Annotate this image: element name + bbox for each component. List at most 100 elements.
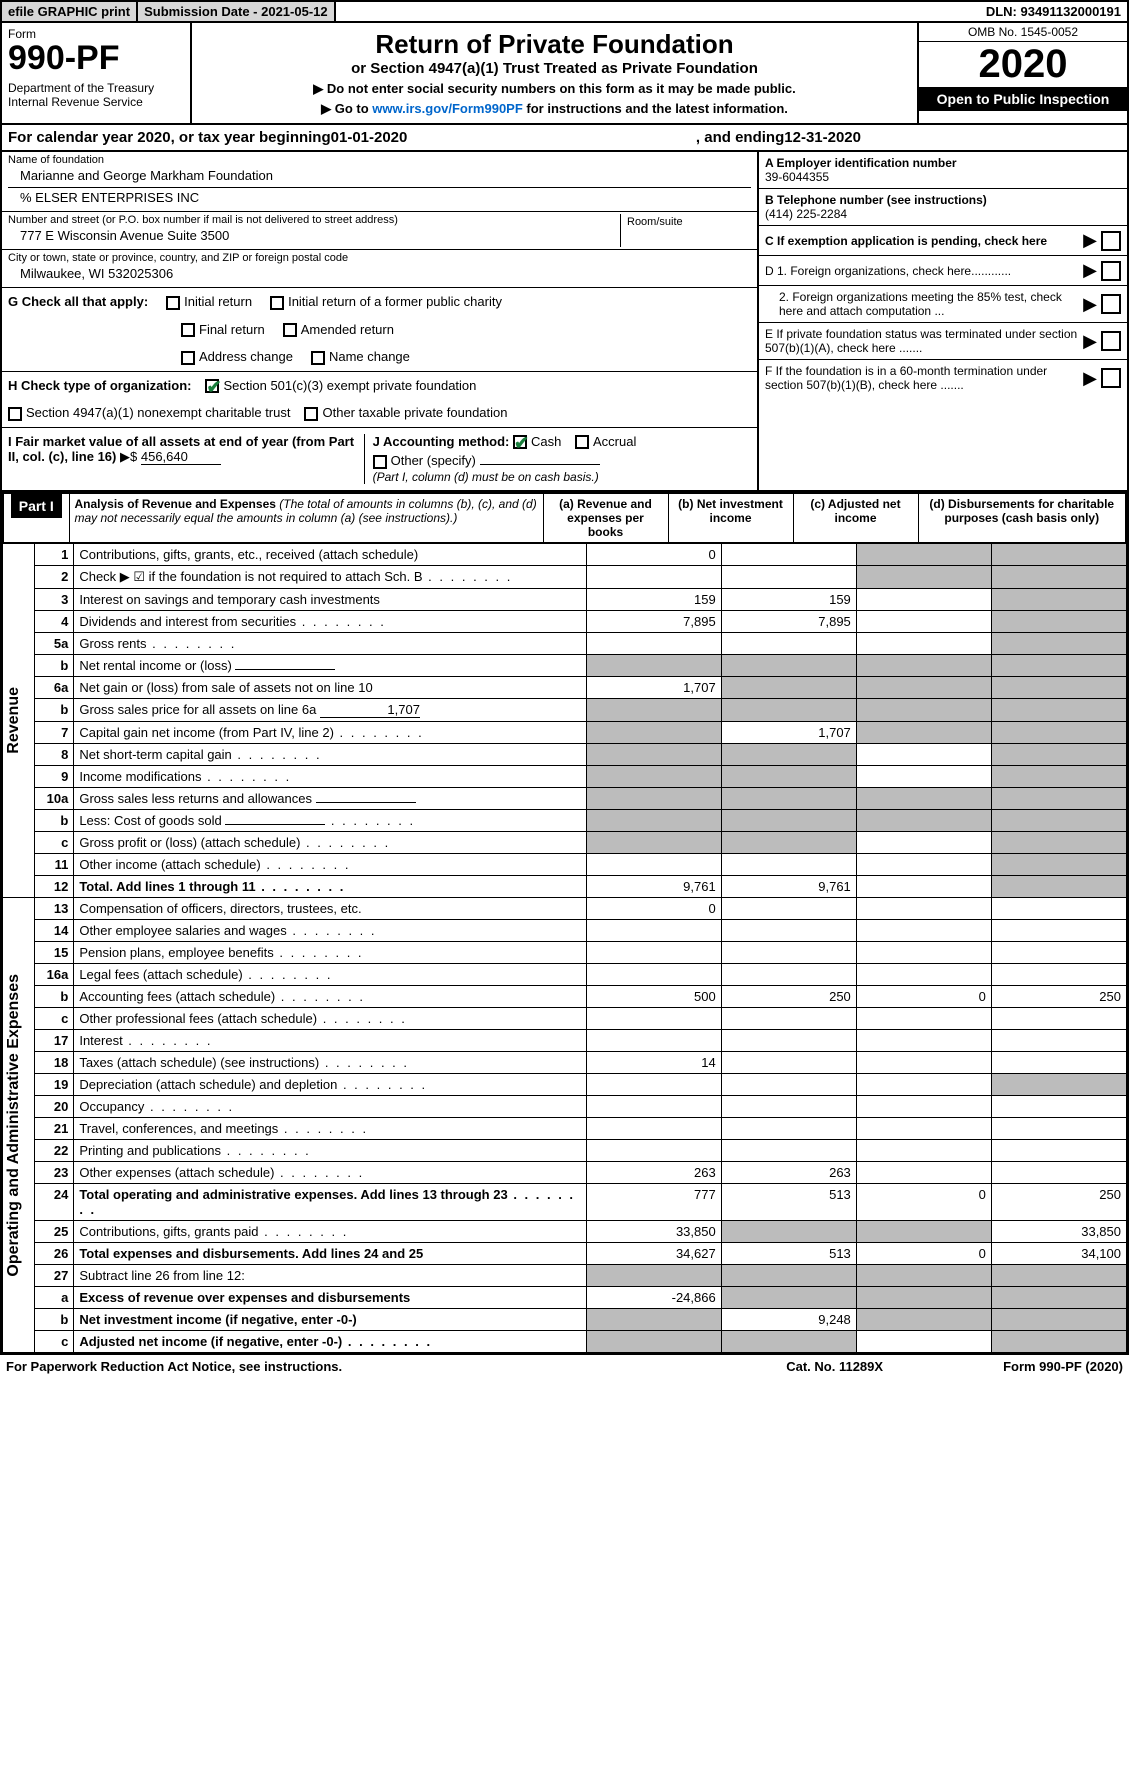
line-number: 15 xyxy=(35,941,74,963)
col-a-header: (a) Revenue and expenses per books xyxy=(543,493,668,543)
line-description: Compensation of officers, directors, tru… xyxy=(74,897,586,919)
line-number: 18 xyxy=(35,1051,74,1073)
table-row: aExcess of revenue over expenses and dis… xyxy=(3,1286,1127,1308)
cb-cash[interactable] xyxy=(513,435,527,449)
efile-label: efile GRAPHIC print xyxy=(2,2,138,21)
part1-header-row: Part I Analysis of Revenue and Expenses … xyxy=(2,492,1127,543)
line-number: 26 xyxy=(35,1242,74,1264)
line-description: Less: Cost of goods sold xyxy=(74,809,586,831)
table-row: 4Dividends and interest from securities7… xyxy=(3,610,1127,632)
calendar-year-row: For calendar year 2020, or tax year begi… xyxy=(2,125,1127,152)
cb-other-method[interactable] xyxy=(373,455,387,469)
section-j: J Accounting method: Cash Accrual Other … xyxy=(365,434,751,484)
line-number: 25 xyxy=(35,1220,74,1242)
period-end: 12-31-2020 xyxy=(784,129,861,146)
header: Form 990-PF Department of the Treasury I… xyxy=(2,23,1127,125)
phone-cell: B Telephone number (see instructions) (4… xyxy=(759,189,1127,226)
table-row: 10aGross sales less returns and allowanc… xyxy=(3,787,1127,809)
form-990pf: efile GRAPHIC print Submission Date - 20… xyxy=(0,0,1129,1355)
line-number: 16a xyxy=(35,963,74,985)
col-b-header: (b) Net investment income xyxy=(668,493,793,543)
table-row: 7Capital gain net income (from Part IV, … xyxy=(3,721,1127,743)
expenses-vlabel: Operating and Administrative Expenses xyxy=(3,970,25,1281)
cb-status-terminated[interactable] xyxy=(1101,331,1121,351)
line-description: Contributions, gifts, grants paid xyxy=(74,1220,586,1242)
irs: Internal Revenue Service xyxy=(8,95,184,109)
cb-other-taxable[interactable] xyxy=(304,407,318,421)
line-description: Dividends and interest from securities xyxy=(74,610,586,632)
table-row: 22Printing and publications xyxy=(3,1139,1127,1161)
line-description: Other income (attach schedule) xyxy=(74,853,586,875)
table-row: 8Net short-term capital gain xyxy=(3,743,1127,765)
cb-501c3[interactable] xyxy=(205,379,219,393)
line-number: a xyxy=(35,1286,74,1308)
info-right: A Employer identification number 39-6044… xyxy=(757,152,1127,490)
line-description: Occupancy xyxy=(74,1095,586,1117)
line-description: Interest on savings and temporary cash i… xyxy=(74,588,586,610)
table-row: 6aNet gain or (loss) from sale of assets… xyxy=(3,676,1127,698)
foundation-name-cell: Name of foundation Marianne and George M… xyxy=(2,152,757,212)
revenue-vlabel: Revenue xyxy=(3,683,25,758)
tax-year: 2020 xyxy=(919,42,1127,87)
line-description: Other professional fees (attach schedule… xyxy=(74,1007,586,1029)
cb-4947a1[interactable] xyxy=(8,407,22,421)
table-row: 9Income modifications xyxy=(3,765,1127,787)
form-ref: Form 990-PF (2020) xyxy=(1003,1359,1123,1374)
cb-exemption-pending[interactable] xyxy=(1101,231,1121,251)
topbar: efile GRAPHIC print Submission Date - 20… xyxy=(2,2,1127,23)
table-row: Revenue1Contributions, gifts, grants, et… xyxy=(3,543,1127,565)
section-d1: D 1. Foreign organizations, check here..… xyxy=(759,256,1127,286)
line-number: b xyxy=(35,1308,74,1330)
line-number: c xyxy=(35,1007,74,1029)
paperwork-notice: For Paperwork Reduction Act Notice, see … xyxy=(6,1359,342,1374)
line-description: Net short-term capital gain xyxy=(74,743,586,765)
city-cell: City or town, state or province, country… xyxy=(2,250,757,288)
line-number: 12 xyxy=(35,875,74,897)
table-row: 25Contributions, gifts, grants paid33,85… xyxy=(3,1220,1127,1242)
table-row: 15Pension plans, employee benefits xyxy=(3,941,1127,963)
header-right: OMB No. 1545-0052 2020 Open to Public In… xyxy=(917,23,1127,123)
line-description: Adjusted net income (if negative, enter … xyxy=(74,1330,586,1352)
line-description: Other employee salaries and wages xyxy=(74,919,586,941)
table-row: 20Occupancy xyxy=(3,1095,1127,1117)
cb-foreign-85pct[interactable] xyxy=(1101,294,1121,314)
header-left: Form 990-PF Department of the Treasury I… xyxy=(2,23,192,123)
cb-initial-former[interactable] xyxy=(270,296,284,310)
line-number: 19 xyxy=(35,1073,74,1095)
line-number: 11 xyxy=(35,853,74,875)
cb-name-change[interactable] xyxy=(311,351,325,365)
cb-accrual[interactable] xyxy=(575,435,589,449)
line-number: c xyxy=(35,1330,74,1352)
cb-initial-return[interactable] xyxy=(166,296,180,310)
line-description: Interest xyxy=(74,1029,586,1051)
table-row: 12Total. Add lines 1 through 119,7619,76… xyxy=(3,875,1127,897)
line-number: 9 xyxy=(35,765,74,787)
irs-link[interactable]: www.irs.gov/Form990PF xyxy=(372,101,523,116)
cb-60month[interactable] xyxy=(1101,368,1121,388)
line-number: 6a xyxy=(35,676,74,698)
form-number: 990-PF xyxy=(8,41,184,75)
open-inspection: Open to Public Inspection xyxy=(919,87,1127,111)
line-description: Total expenses and disbursements. Add li… xyxy=(74,1242,586,1264)
line-number: 21 xyxy=(35,1117,74,1139)
col-d-header: (d) Disbursements for charitable purpose… xyxy=(918,493,1126,543)
table-row: 5aGross rents xyxy=(3,632,1127,654)
table-row: bGross sales price for all assets on lin… xyxy=(3,698,1127,721)
line-number: 5a xyxy=(35,632,74,654)
table-row: 19Depreciation (attach schedule) and dep… xyxy=(3,1073,1127,1095)
info-block: Name of foundation Marianne and George M… xyxy=(2,152,1127,492)
city-state-zip: Milwaukee, WI 532025306 xyxy=(8,264,751,285)
table-row: 24Total operating and administrative exp… xyxy=(3,1183,1127,1220)
line-description: Gross sales less returns and allowances xyxy=(74,787,586,809)
cb-amended[interactable] xyxy=(283,323,297,337)
cb-final-return[interactable] xyxy=(181,323,195,337)
cb-address-change[interactable] xyxy=(181,351,195,365)
table-row: 26Total expenses and disbursements. Add … xyxy=(3,1242,1127,1264)
line-description: Capital gain net income (from Part IV, l… xyxy=(74,721,586,743)
cb-foreign-org[interactable] xyxy=(1101,261,1121,281)
note-ssn: ▶ Do not enter social security numbers o… xyxy=(198,81,911,97)
section-c: C If exemption application is pending, c… xyxy=(759,226,1127,256)
col-c-header: (c) Adjusted net income xyxy=(793,493,918,543)
line-description: Gross sales price for all assets on line… xyxy=(74,698,586,721)
table-row: cAdjusted net income (if negative, enter… xyxy=(3,1330,1127,1352)
